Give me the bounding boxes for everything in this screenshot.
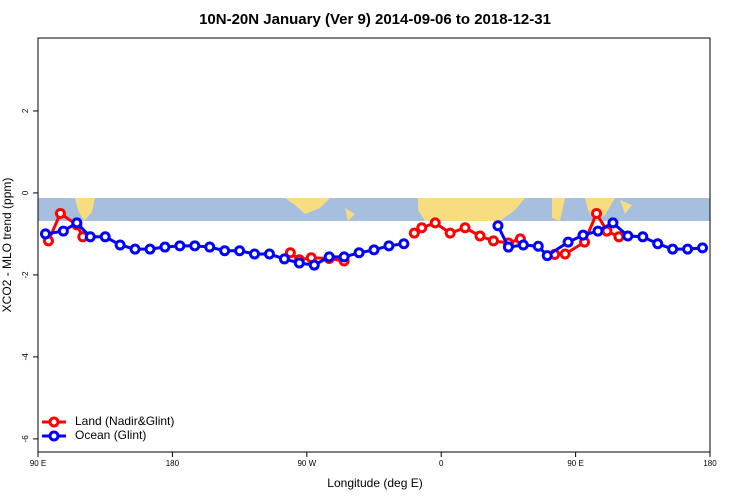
data-point xyxy=(398,238,410,250)
y-tick-label: 0 xyxy=(21,190,30,195)
data-point xyxy=(562,236,574,248)
x-axis-label: Longitude (deg E) xyxy=(327,476,422,490)
map-strip xyxy=(38,198,710,221)
x-tick-label: 90 E xyxy=(30,459,46,468)
data-point xyxy=(39,228,51,240)
data-point xyxy=(492,220,504,232)
data-point xyxy=(284,247,296,259)
x-tick-label: 0 xyxy=(439,459,444,468)
y-tick-label: -6 xyxy=(21,435,30,443)
data-point xyxy=(416,222,428,234)
data-point xyxy=(99,231,111,243)
x-tick-label: 90 W xyxy=(297,459,316,468)
legend-marker xyxy=(48,430,60,442)
data-point xyxy=(592,225,604,237)
data-point xyxy=(383,240,395,252)
data-point xyxy=(174,240,186,252)
data-point xyxy=(263,248,275,260)
data-point xyxy=(559,248,571,260)
x-tick-label: 180 xyxy=(703,459,717,468)
data-point xyxy=(532,240,544,252)
data-point xyxy=(338,251,350,263)
legend-marker xyxy=(48,416,60,428)
data-point xyxy=(502,241,514,253)
data-point xyxy=(368,244,380,256)
data-point xyxy=(487,235,499,247)
y-axis-label: XCO2 - MLO trend (ppm) xyxy=(0,178,14,313)
data-point xyxy=(408,227,420,239)
legend: Land (Nadir&Glint)Ocean (Glint) xyxy=(42,414,174,442)
legend-label: Ocean (Glint) xyxy=(75,428,146,442)
data-point xyxy=(323,251,335,263)
data-point xyxy=(474,230,486,242)
data-point xyxy=(249,248,261,260)
data-point xyxy=(189,240,201,252)
data-point xyxy=(444,227,456,239)
data-point xyxy=(54,207,66,219)
data-point xyxy=(159,241,171,253)
data-point xyxy=(219,245,231,257)
plot-frame xyxy=(37,37,711,453)
data-point xyxy=(144,243,156,255)
y-tick-label: -2 xyxy=(21,271,30,279)
data-point xyxy=(652,238,664,250)
data-point xyxy=(541,250,553,262)
data-point xyxy=(517,239,529,251)
data-point xyxy=(57,225,69,237)
data-point xyxy=(84,231,96,243)
data-point xyxy=(697,242,709,254)
data-point xyxy=(114,239,126,251)
data-point xyxy=(591,207,603,219)
y-tick-label: -4 xyxy=(21,353,30,361)
data-point xyxy=(577,229,589,241)
data-point xyxy=(637,231,649,243)
data-point xyxy=(429,217,441,229)
chart-title: 10N-20N January (Ver 9) 2014-09-06 to 20… xyxy=(199,11,551,28)
data-point xyxy=(459,222,471,234)
data-point xyxy=(234,245,246,257)
data-point xyxy=(667,243,679,255)
data-point xyxy=(353,247,365,259)
x-tick-label: 90 E xyxy=(567,459,583,468)
legend-label: Land (Nadir&Glint) xyxy=(75,414,174,428)
y-tick-label: 2 xyxy=(21,108,30,113)
data-point xyxy=(607,217,619,229)
data-point xyxy=(682,243,694,255)
data-point xyxy=(129,243,141,255)
series-line xyxy=(45,220,703,267)
data-point xyxy=(278,253,290,265)
data-point xyxy=(613,231,625,243)
data-point xyxy=(308,259,320,271)
data-point xyxy=(204,241,216,253)
data-point xyxy=(293,257,305,269)
x-tick-label: 180 xyxy=(166,459,180,468)
data-point xyxy=(622,230,634,242)
data-point xyxy=(71,217,83,229)
